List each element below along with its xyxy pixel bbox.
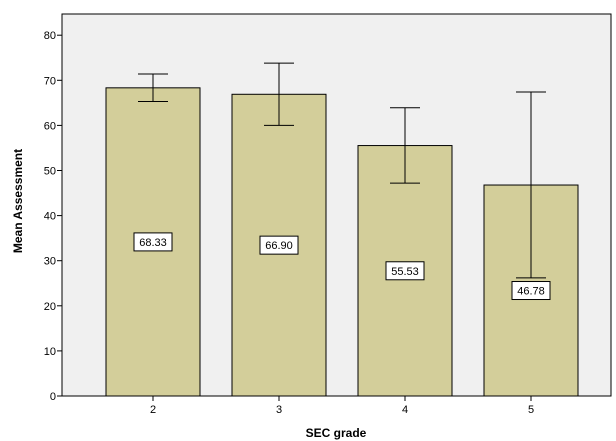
y-tick-label-70: 70 <box>44 75 56 87</box>
y-tick-label-30: 30 <box>44 256 56 268</box>
x-tick-label-5: 5 <box>528 404 534 416</box>
y-axis-title: Mean Assessment <box>11 149 25 253</box>
x-tick-label-3: 3 <box>276 404 282 416</box>
data-label-box-5 <box>511 281 551 301</box>
data-label-5: 46.78 <box>517 286 545 298</box>
y-tick-label-0: 0 <box>50 391 56 403</box>
data-label-4: 55.53 <box>391 266 419 278</box>
data-label-box-3 <box>259 235 299 255</box>
y-tick-label-80: 80 <box>44 30 56 42</box>
x-axis: 2 3 4 5 <box>150 396 534 416</box>
y-tick-label-60: 60 <box>44 120 56 132</box>
y-tick-label-50: 50 <box>44 166 56 178</box>
data-label-2: 68.33 <box>139 237 167 249</box>
y-tick-label-10: 10 <box>44 346 56 358</box>
x-axis-title: SEC grade <box>306 426 367 440</box>
data-labels-layer: 68.33 66.90 55.53 46.78 <box>133 232 551 301</box>
x-tick-label-4: 4 <box>402 404 408 416</box>
y-tick-label-40: 40 <box>44 211 56 223</box>
data-label-box-4 <box>385 261 425 281</box>
x-tick-label-2: 2 <box>150 404 156 416</box>
data-label-box-2 <box>133 232 173 252</box>
error-bars-layer <box>138 62 546 279</box>
y-axis: 0 10 20 30 40 50 60 70 80 <box>44 30 62 403</box>
y-tick-label-20: 20 <box>44 301 56 313</box>
data-label-3: 66.90 <box>265 240 293 252</box>
